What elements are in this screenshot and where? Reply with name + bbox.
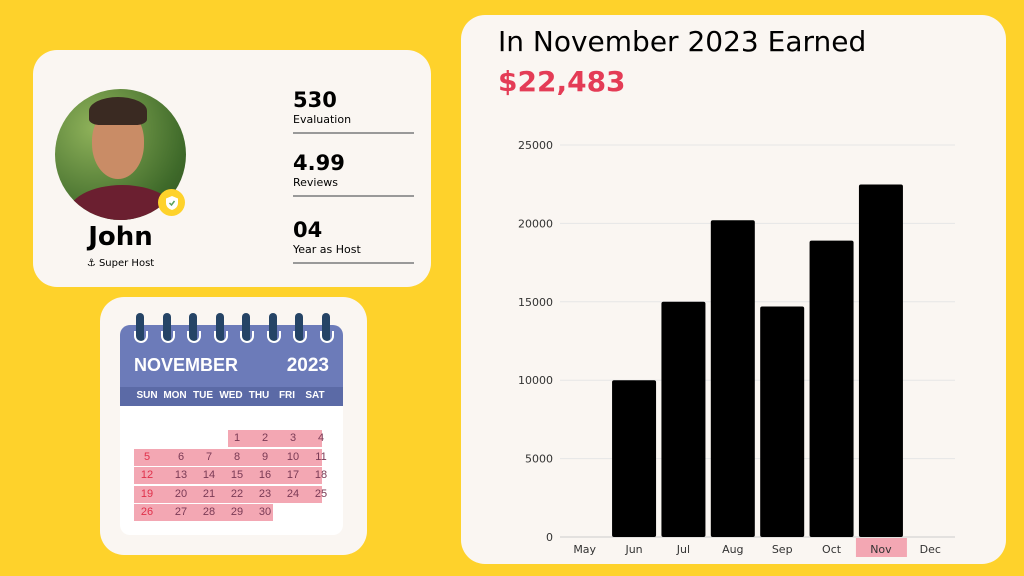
- calendar-day[interactable]: 28: [202, 506, 216, 518]
- bar-sep: [760, 306, 805, 537]
- weekday-label: SAT: [305, 390, 325, 401]
- x-tick-label: Jun: [624, 543, 642, 556]
- y-tick-label: 10000: [518, 374, 553, 387]
- y-tick-label: 0: [546, 531, 553, 544]
- binder-ring: [213, 313, 228, 343]
- calendar-day[interactable]: 15: [230, 469, 244, 481]
- stat-reviews: 4.99 Reviews: [293, 151, 414, 197]
- y-tick-label: 15000: [518, 296, 553, 309]
- host-role: ⚓ Super Host: [33, 258, 208, 269]
- host-profile-card: John ⚓ Super Host 530 Evaluation 4.99 Revi…: [33, 50, 431, 287]
- host-name: John: [88, 222, 153, 252]
- week-highlight: [228, 430, 322, 447]
- stat-years: 04 Year as Host: [293, 218, 414, 264]
- y-tick-label: 20000: [518, 217, 553, 230]
- week-highlight: [134, 504, 273, 521]
- calendar-day[interactable]: 6: [177, 450, 185, 463]
- calendar-day[interactable]: 9: [261, 450, 269, 463]
- calendar-day[interactable]: 7: [205, 450, 213, 463]
- stat-label: Reviews: [293, 176, 338, 189]
- calendar-day[interactable]: 5: [143, 450, 151, 463]
- weekday-label: MON: [163, 390, 187, 401]
- x-tick-label: Nov: [870, 543, 892, 556]
- highlight-label-bg: [855, 538, 907, 557]
- bar-aug: [710, 220, 755, 538]
- calendar-day[interactable]: 18: [314, 469, 328, 481]
- bar-oct: [809, 240, 854, 537]
- stat-value: 530: [293, 88, 337, 112]
- binder-ring: [187, 313, 201, 343]
- verified-shield-icon: [158, 189, 185, 216]
- calendar-day[interactable]: 13: [174, 469, 188, 481]
- earnings-card: In November 2023 Earned $22,483 0 5000 100…: [461, 15, 1006, 564]
- y-tick-label: 5000: [525, 453, 553, 466]
- binder-ring: [134, 313, 148, 343]
- calendar-day[interactable]: 23: [258, 487, 272, 500]
- binder-ring: [160, 313, 175, 343]
- calendar-month: NOVEMBER: [134, 355, 239, 375]
- calendar-day[interactable]: 8: [233, 450, 241, 463]
- calendar-day[interactable]: 2: [261, 432, 269, 444]
- stat-label: Evaluation: [293, 113, 352, 126]
- y-tick-label: 25000: [518, 139, 553, 152]
- weekday-label: FRI: [278, 390, 296, 401]
- x-tick-label: Jul: [676, 543, 690, 556]
- calendar-day[interactable]: 11: [315, 450, 327, 463]
- x-tick-label: Oct: [822, 543, 842, 556]
- x-tick-label: Aug: [722, 543, 743, 556]
- earnings-title: In November 2023 Earned: [498, 25, 867, 58]
- binder-ring: [240, 313, 254, 343]
- weekday-row: SUN MON TUE WED THU FRI SAT: [120, 387, 343, 406]
- calendar-day[interactable]: 21: [202, 487, 216, 500]
- stat-value: 4.99: [293, 151, 345, 175]
- binder-ring: [319, 313, 334, 343]
- bar-jul: [661, 301, 706, 537]
- week-highlight: [134, 448, 322, 466]
- calendar-day[interactable]: 27: [174, 506, 188, 518]
- calendar-day[interactable]: 22: [230, 487, 244, 500]
- calendar-day[interactable]: 3: [289, 432, 297, 444]
- earnings-total: $22,483: [498, 65, 626, 98]
- host-icon: ⚓: [86, 258, 96, 269]
- calendar-year: 2023: [286, 355, 329, 376]
- stat-value: 04: [293, 218, 323, 242]
- calendar-day[interactable]: 29: [230, 506, 244, 518]
- bar-jun: [612, 380, 657, 537]
- x-tick-label: Sep: [772, 543, 793, 556]
- bar-nov: [858, 184, 903, 537]
- calendar-day[interactable]: 24: [286, 487, 300, 500]
- host-role-label: Super Host: [98, 258, 155, 269]
- stat-evaluation: 530 Evaluation: [293, 88, 414, 134]
- calendar-day[interactable]: 25: [314, 487, 328, 500]
- calendar-day[interactable]: 12: [140, 469, 154, 481]
- calendar-header: NOVEMBER 2023: [120, 325, 343, 387]
- weekday-label: TUE: [193, 390, 213, 401]
- weekday-label: SUN: [136, 390, 158, 401]
- stat-label: Year as Host: [293, 243, 361, 256]
- binder-ring: [293, 313, 307, 343]
- earnings-bar-chart: 0 5000 10000 15000 20000 25000 May Jun Jul Aug Sep…: [518, 139, 955, 557]
- calendar-day[interactable]: 10: [286, 450, 300, 463]
- calendar-day[interactable]: 17: [286, 469, 300, 481]
- calendar-day[interactable]: 20: [174, 487, 188, 500]
- calendar-day[interactable]: 14: [202, 469, 216, 481]
- calendar-day[interactable]: 19: [140, 487, 154, 500]
- calendar-day[interactable]: 4: [317, 432, 325, 444]
- calendar-day[interactable]: 1: [233, 432, 241, 444]
- weekday-label: THU: [248, 390, 270, 401]
- weekday-label: WED: [219, 390, 243, 401]
- week-highlight: [134, 467, 322, 484]
- x-tick-label: Dec: [920, 543, 941, 556]
- calendar-day[interactable]: 26: [140, 506, 154, 518]
- binder-ring: [266, 313, 281, 343]
- x-tick-label: May: [573, 543, 596, 556]
- week-highlight: [134, 485, 322, 503]
- calendar-day[interactable]: 16: [258, 469, 272, 481]
- calendar-day[interactable]: 30: [258, 506, 272, 518]
